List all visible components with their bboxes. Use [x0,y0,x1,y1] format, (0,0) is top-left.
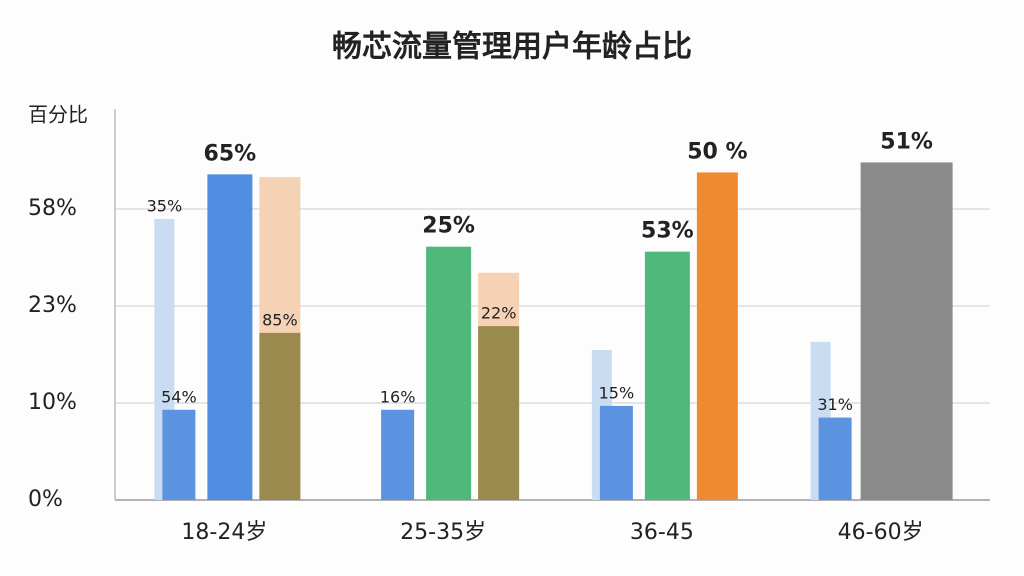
data-label: 22% [481,304,517,323]
data-label: 51% [880,129,933,154]
bar [644,251,690,500]
y-tick-label: 23% [28,293,77,318]
data-label: 15% [599,383,635,402]
bar [860,162,953,500]
x-tick-label: 25-35岁 [400,520,486,545]
x-tick-label: 46-60岁 [838,520,924,545]
bar [426,246,472,500]
data-label: 85% [262,310,298,329]
bar [696,172,738,500]
y-axis-title: 百分比 [28,103,88,127]
bar [478,326,520,500]
bar [818,417,852,500]
data-label: 25% [422,214,475,239]
data-label: 53% [641,219,694,244]
x-tick-label: 18-24岁 [181,520,267,545]
bar [381,409,415,500]
x-tick-label: 36-45 [630,520,694,545]
bar [259,332,301,500]
y-tick-label: 58% [28,196,77,221]
data-label: 16% [380,387,416,406]
data-label: 35% [147,196,183,215]
data-label: 50 % [687,139,747,164]
y-tick-label: 10% [28,390,77,415]
data-label: 54% [161,387,197,406]
bar [207,174,253,500]
data-label: 65% [204,141,257,166]
y-tick-label: 0% [28,487,63,512]
bar [599,405,633,500]
bar [162,409,196,500]
chart-title: 畅芯流量管理用户年龄占比 [332,30,692,65]
data-label: 31% [817,395,853,414]
